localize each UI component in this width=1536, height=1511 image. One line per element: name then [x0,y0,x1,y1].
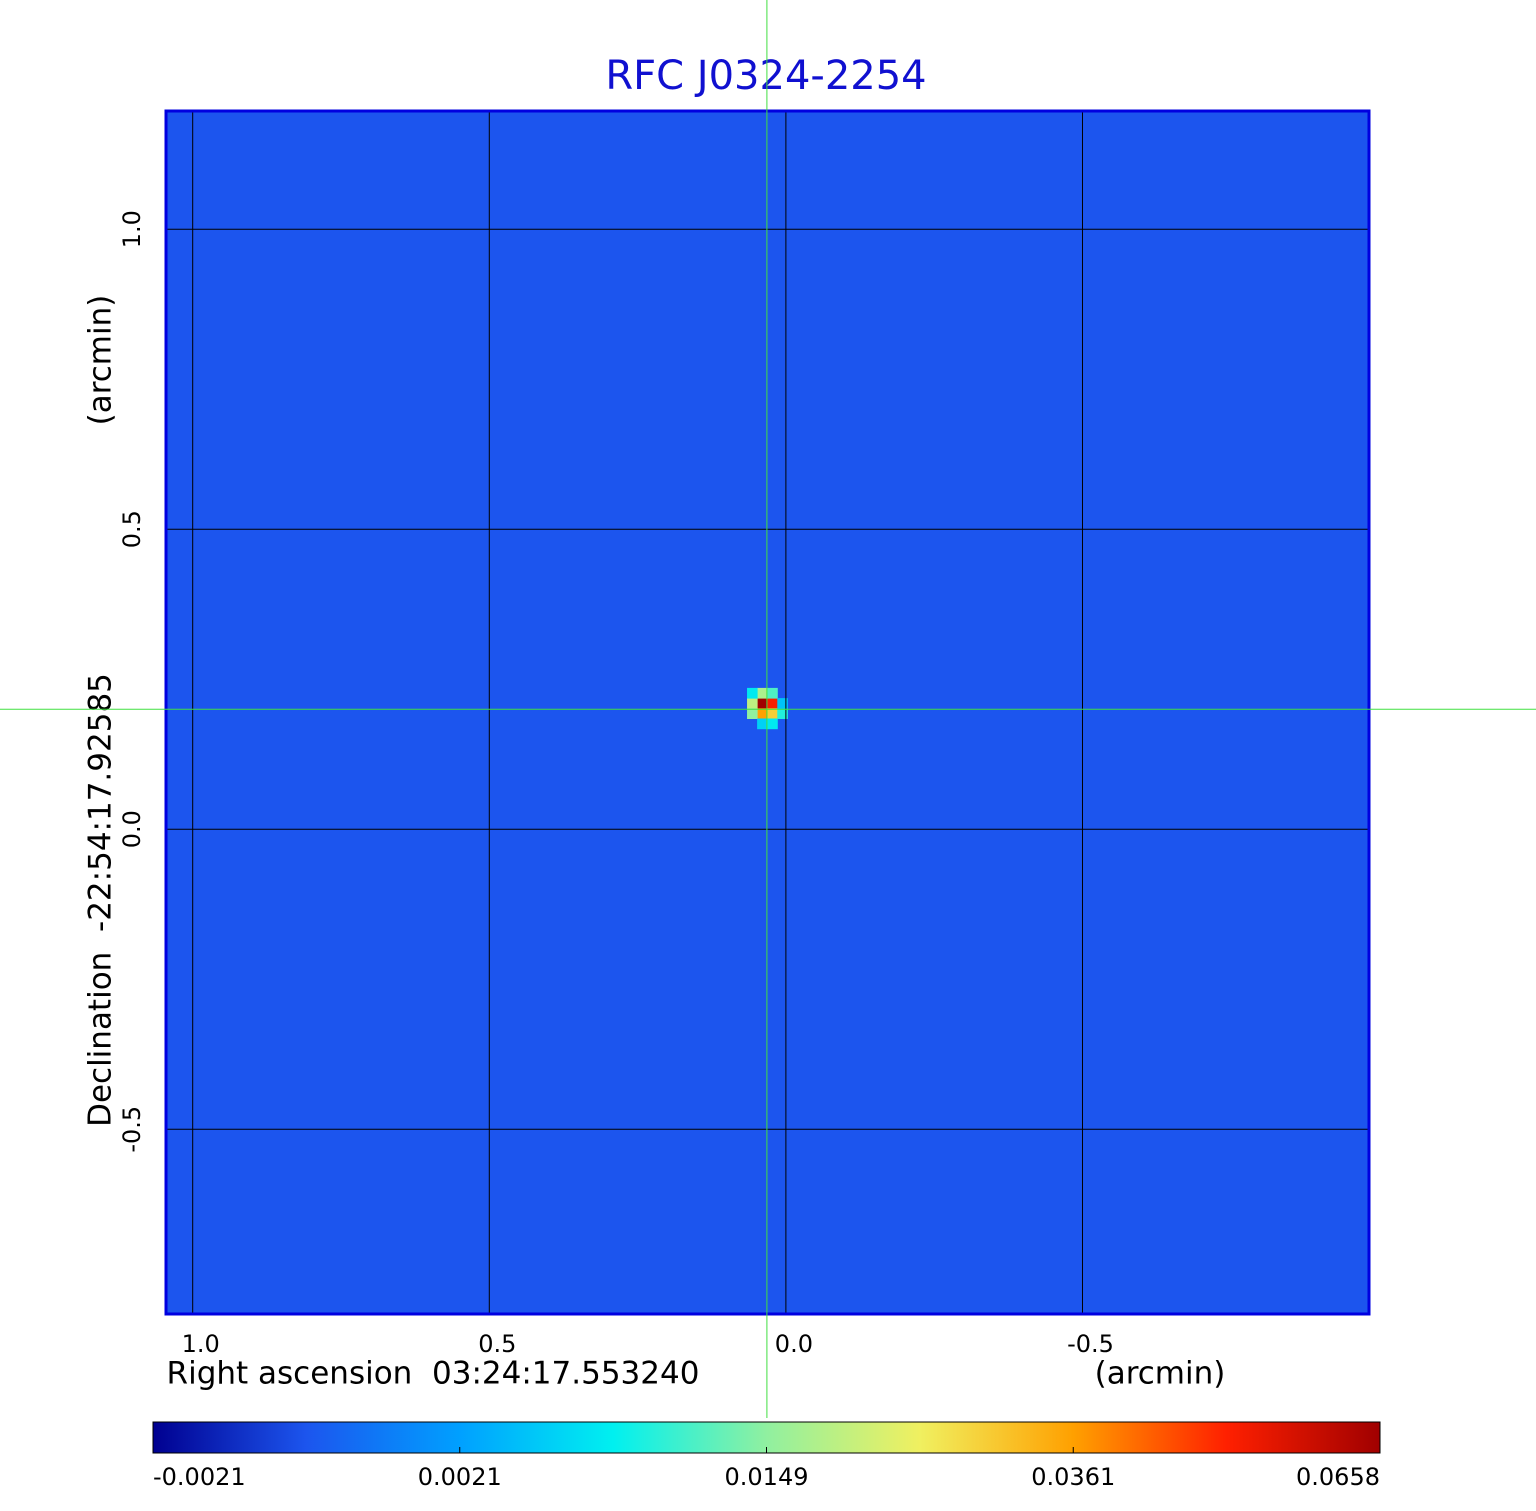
image-pixel [767,687,778,699]
y-tick-label: 0.5 [118,510,146,548]
colorbar-tick-label: 0.0149 [725,1463,809,1491]
image-pixel [747,698,758,709]
image-pixel [757,708,768,719]
plot-frame [164,109,1371,1316]
image-pixel [767,718,778,730]
x-tick-label: 0.5 [478,1330,516,1358]
image-pixel [747,687,758,699]
x-axis-label: Right ascension 03:24:17.553240 [167,1356,700,1392]
colorbar-tick-label: -0.0021 [153,1463,246,1491]
image-pixel [767,698,778,709]
image-pixel [757,718,768,730]
image-pixel [777,698,788,709]
y-tick-label: -0.5 [118,1106,146,1153]
y-tick-label: 1.0 [118,210,146,248]
colorbar-tick-label: 0.0361 [1031,1463,1115,1491]
x-axis-unit: (arcmin) [1095,1356,1226,1392]
colorbar-tick-label: 0.0658 [1296,1463,1380,1491]
image-pixel [747,708,758,719]
y-tick-label: 0.0 [118,810,146,848]
image-pixel [777,708,788,719]
image-pixel [757,698,768,709]
y-axis-unit: (arcmin) [83,295,119,426]
x-tick-label: 1.0 [182,1330,220,1358]
image-pixel [757,687,768,699]
colorbar-tick-label: 0.0021 [418,1463,502,1491]
chart-title: RFC J0324-2254 [605,53,926,99]
image-pixel [767,708,778,719]
y-axis-label: Declination -22:54:17.92585 [83,673,119,1127]
x-tick-label: -0.5 [1067,1330,1114,1358]
x-tick-label: 0.0 [775,1330,813,1358]
